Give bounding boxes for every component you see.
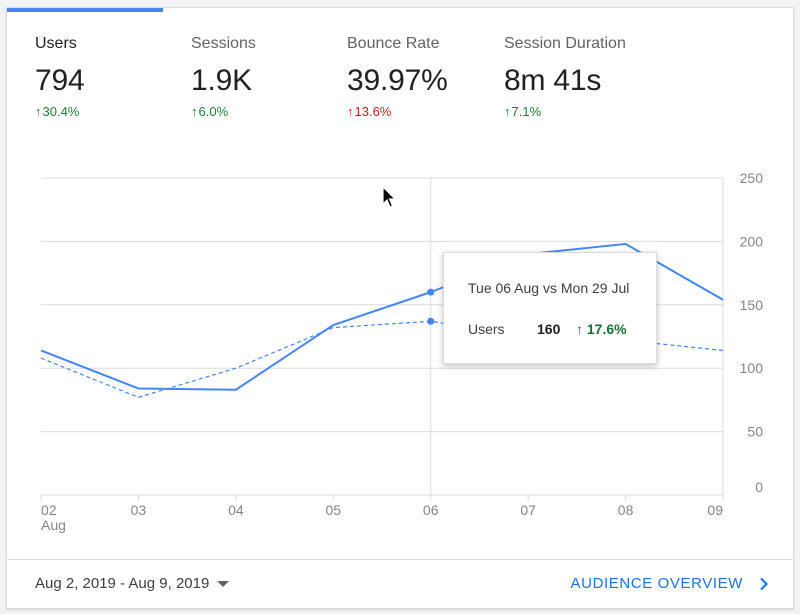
active-metric-indicator	[7, 8, 163, 12]
date-range-dropdown[interactable]: Aug 2, 2019 - Aug 9, 2019	[35, 575, 230, 592]
mouse-pointer-icon	[382, 186, 397, 208]
x-tick-sublabel: Aug	[41, 517, 66, 533]
y-tick-label: 150	[740, 297, 764, 313]
arrow-up-icon: ↑	[347, 104, 354, 119]
metric-bounce-rate-tab[interactable]: Bounce Rate 39.97% ↑ 13.6%	[347, 32, 497, 132]
metric-label: Session Duration	[504, 35, 626, 52]
metric-change-value: 30.4%	[42, 104, 80, 119]
x-tick-label: 05	[325, 502, 341, 518]
metric-change-value: 13.6%	[354, 104, 392, 119]
tooltip-title: Tue 06 Aug vs Mon 29 Jul	[468, 280, 630, 296]
metric-value: 1.9K	[191, 64, 252, 97]
highlight-point	[427, 317, 435, 325]
x-tick-label: 07	[520, 502, 536, 518]
audience-overview-link[interactable]: AUDIENCE OVERVIEW	[571, 575, 771, 592]
metric-users-tab[interactable]: Users 794 ↑ 30.4%	[35, 32, 185, 132]
tooltip-value: 160	[537, 321, 561, 337]
y-tick-label: 200	[740, 233, 764, 249]
caret-down-icon	[217, 580, 230, 587]
x-tick-label: 03	[131, 502, 147, 518]
metric-change-value: 7.1%	[511, 104, 542, 119]
metric-change: ↑ 13.6%	[347, 104, 391, 119]
tooltip-change: ↑ 17.6%	[576, 321, 627, 337]
metric-value: 8m 41s	[504, 64, 602, 97]
x-tick-label: 04	[228, 502, 244, 518]
metric-change: ↑ 30.4%	[35, 104, 79, 119]
y-tick-label: 100	[740, 360, 764, 376]
metric-value: 39.97%	[347, 64, 448, 97]
chart-tooltip: Tue 06 Aug vs Mon 29 Jul Users 160 ↑ 17.…	[443, 252, 657, 364]
highlight-point	[427, 288, 435, 296]
metric-change-value: 6.0%	[198, 104, 229, 119]
audience-overview-card: Users 794 ↑ 30.4% Sessions 1.9K ↑ 6.0% B…	[6, 7, 794, 609]
chevron-right-icon	[760, 577, 769, 590]
y-tick-label: 50	[747, 424, 763, 440]
arrow-up-icon: ↑	[35, 104, 42, 119]
x-tick-label: 09	[707, 502, 723, 518]
chart-svg: 0 50 100 150 200 250 02 03 04 05 06 07 08 09 Aug	[40, 170, 764, 533]
x-tick-label: 08	[618, 502, 634, 518]
current-series-line	[40, 242, 724, 391]
metric-label: Bounce Rate	[347, 35, 440, 52]
arrow-up-icon: ↑	[504, 104, 511, 119]
date-range-label: Aug 2, 2019 - Aug 9, 2019	[35, 575, 210, 592]
tooltip-series-label: Users	[468, 321, 505, 337]
audience-overview-label: AUDIENCE OVERVIEW	[570, 575, 743, 592]
metric-change: ↑ 6.0%	[191, 104, 228, 119]
y-tick-label: 0	[755, 479, 763, 495]
metric-session-duration-tab[interactable]: Session Duration 8m 41s ↑ 7.1%	[504, 32, 654, 132]
card-footer: Aug 2, 2019 - Aug 9, 2019 AUDIENCE OVERV…	[7, 559, 793, 608]
metric-sessions-tab[interactable]: Sessions 1.9K ↑ 6.0%	[191, 32, 341, 132]
metric-label: Users	[35, 35, 77, 52]
x-tick-label: 06	[423, 502, 439, 518]
users-line-chart[interactable]: 0 50 100 150 200 250 02 03 04 05 06 07 08 09 Aug	[7, 8, 793, 568]
x-tick-label: 02	[41, 502, 57, 518]
metric-value: 794	[35, 64, 85, 97]
metric-label: Sessions	[191, 35, 256, 52]
metric-change: ↑ 7.1%	[504, 104, 541, 119]
arrow-up-icon: ↑	[191, 104, 198, 119]
y-tick-label: 250	[740, 170, 764, 186]
